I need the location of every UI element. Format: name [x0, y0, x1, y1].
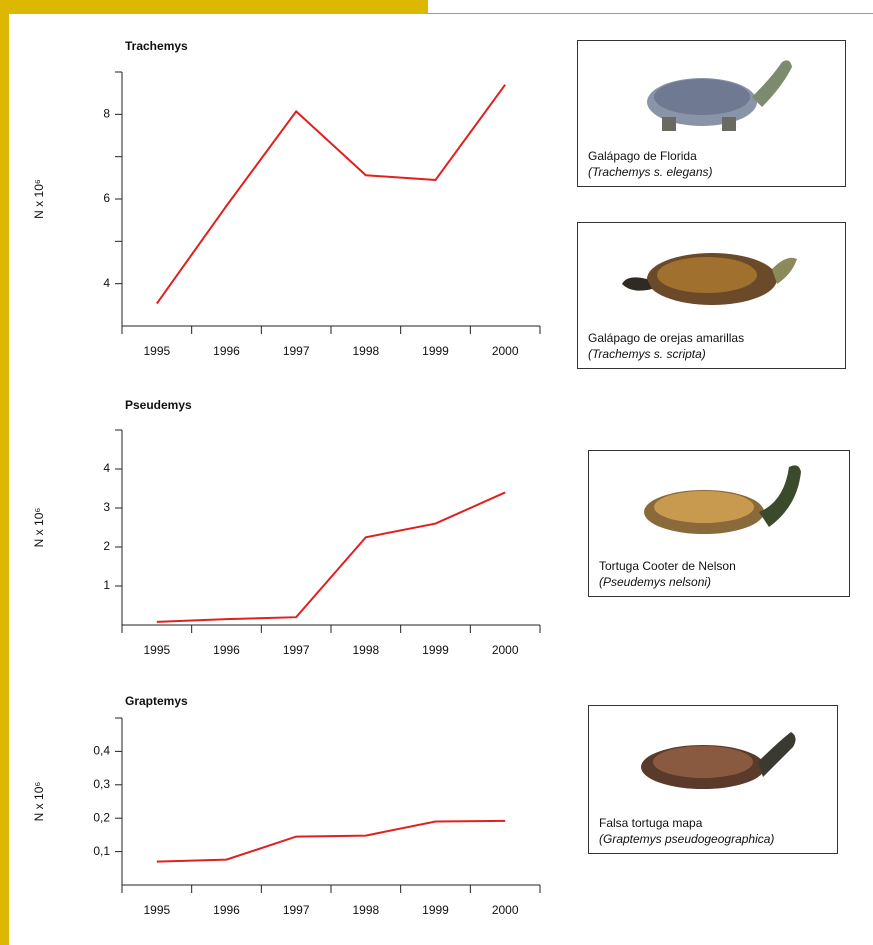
x-tick-label: 1996 [213, 903, 240, 917]
side-band [0, 0, 9, 945]
x-tick-label: 1997 [283, 903, 310, 917]
x-tick-label: 2000 [492, 344, 519, 358]
y-axis-label: N x 10⁶ [32, 508, 46, 548]
y-axis-label: N x 10⁶ [32, 782, 46, 822]
y-tick-label: 4 [103, 461, 110, 475]
chart-title: Trachemys [125, 39, 188, 53]
turtle-photo [644, 465, 801, 534]
x-tick-label: 1998 [352, 344, 379, 358]
turtle-photo [646, 60, 792, 131]
x-tick-label: 1996 [213, 643, 240, 657]
common-name: Falsa tortuga mapa [599, 816, 703, 830]
x-tick-label: 1995 [143, 903, 170, 917]
photo-box: Tortuga Cooter de Nelson (Pseudemys nelso… [588, 450, 850, 597]
photo-box: Galápago de orejas amarillas (Trachemys s… [577, 222, 846, 369]
y-tick-label: 6 [103, 191, 110, 205]
y-tick-label: 8 [103, 107, 110, 121]
common-name: Tortuga Cooter de Nelson [599, 559, 736, 573]
turtle-photo [621, 253, 797, 305]
caption: Galápago de orejas amarillas (Trachemys s… [588, 330, 744, 362]
caption: Tortuga Cooter de Nelson (Pseudemys nelso… [599, 558, 736, 590]
data-line [156, 491, 506, 623]
x-tick-label: 1996 [213, 344, 240, 358]
x-tick-label: 1997 [283, 643, 310, 657]
y-tick-label: 0,1 [93, 844, 110, 858]
chart-title: Pseudemys [125, 398, 192, 412]
x-tick-label: 1998 [352, 903, 379, 917]
x-tick-label: 1999 [422, 903, 449, 917]
photo-box: Galápago de Florida (Trachemys s. elegans… [577, 40, 846, 187]
x-tick-label: 1995 [143, 344, 170, 358]
x-tick-label: 1998 [352, 643, 379, 657]
y-tick-label: 1 [103, 578, 110, 592]
photo-box: Falsa tortuga mapa (Graptemys pseudogeogr… [588, 705, 838, 854]
y-tick-label: 0,4 [93, 744, 110, 758]
latin-name: (Graptemys pseudogeographica) [599, 832, 775, 846]
y-tick-label: 0,2 [93, 810, 110, 824]
x-tick-label: 1999 [422, 643, 449, 657]
common-name: Galápago de orejas amarillas [588, 331, 745, 345]
y-axis-label: N x 10⁶ [32, 179, 46, 219]
latin-name: (Trachemys s. scripta) [588, 347, 706, 361]
y-tick-label: 0,3 [93, 777, 110, 791]
chart-title: Graptemys [125, 694, 188, 708]
x-tick-label: 1997 [283, 344, 310, 358]
x-tick-label: 1999 [422, 344, 449, 358]
latin-name: (Pseudemys nelsoni) [599, 575, 712, 589]
x-tick-label: 2000 [492, 643, 519, 657]
turtle-photo [641, 732, 796, 789]
x-tick-label: 2000 [492, 903, 519, 917]
caption: Galápago de Florida (Trachemys s. elegans… [588, 148, 712, 180]
common-name: Galápago de Florida [588, 149, 697, 163]
data-line [156, 819, 506, 863]
caption: Falsa tortuga mapa (Graptemys pseudogeogr… [599, 815, 774, 847]
data-line [156, 84, 506, 305]
y-tick-label: 2 [103, 539, 110, 553]
latin-name: (Trachemys s. elegans) [588, 165, 713, 179]
y-tick-label: 3 [103, 500, 110, 514]
top-band [0, 0, 428, 14]
y-tick-label: 4 [103, 276, 110, 290]
x-tick-label: 1995 [143, 643, 170, 657]
